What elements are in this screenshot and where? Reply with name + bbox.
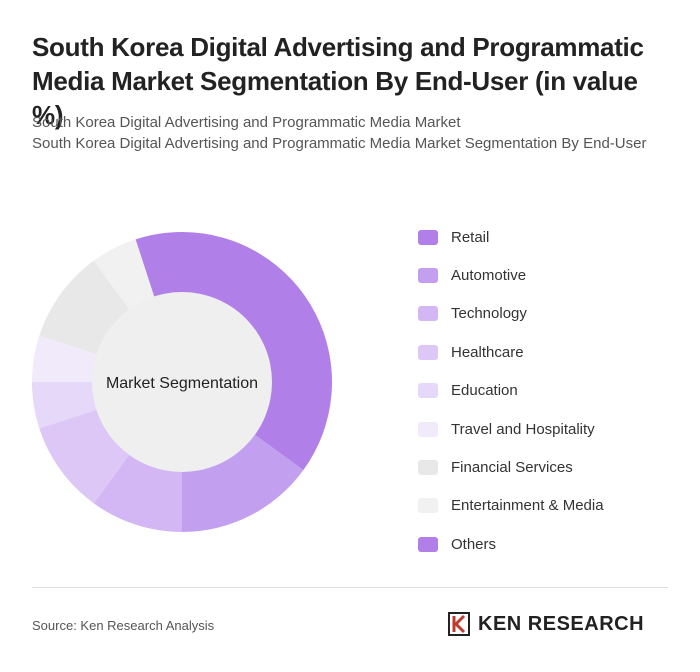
legend-item: Education [418,372,604,410]
legend-item: Automotive [418,256,604,294]
subtitle: South Korea Digital Advertising and Prog… [32,114,461,131]
legend-swatch [418,229,438,245]
legend-swatch [418,421,438,437]
legend-label: Healthcare [451,343,524,361]
source: Source: Ken Research Analysis [32,618,215,633]
legend-swatch [418,536,438,552]
legend: Retail Automotive Technology Healthcare Educ… [418,218,604,564]
legend-item: Entertainment & Media [418,487,604,525]
legend-item: Financial Services [418,448,604,486]
legend-label: Education [451,382,518,400]
legend-item: Others [418,525,604,563]
subtitle: South Korea Digital Advertising and Prog… [32,135,647,152]
logo-text: KEN RESEARCH [478,612,645,635]
legend-swatch [418,268,438,284]
legend-label: Retail [451,228,490,246]
legend-swatch [418,306,438,322]
donut-hole [92,292,272,472]
legend-item: Travel and Hospitality [418,410,604,448]
legend-item: Retail [418,218,604,256]
legend-swatch [418,460,438,476]
legend-swatch [418,498,438,514]
legend-label: Travel and Hospitality [451,420,595,438]
legend-label: Others [451,535,497,553]
logo-icon [448,612,470,636]
legend-item: Technology [418,295,604,333]
legend-swatch [418,344,438,360]
logo: KEN RESEARCH [448,612,644,636]
legend-swatch [418,383,438,399]
legend-label: Entertainment & Media [451,497,604,515]
legend-label: Financial Services [451,459,573,477]
legend-label: Automotive [451,267,527,285]
legend-label: Technology [451,305,527,323]
chart-title: South Korea Digital Advertising and Prog… [32,32,644,130]
center-label: Market Segmentation [106,375,258,392]
legend-item: Healthcare [418,333,604,371]
donut-chart: Market Segmentation [32,232,332,532]
divider [32,587,668,588]
